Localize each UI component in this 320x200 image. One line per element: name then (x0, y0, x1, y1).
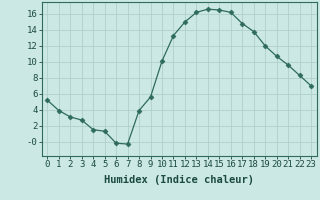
X-axis label: Humidex (Indice chaleur): Humidex (Indice chaleur) (104, 175, 254, 185)
